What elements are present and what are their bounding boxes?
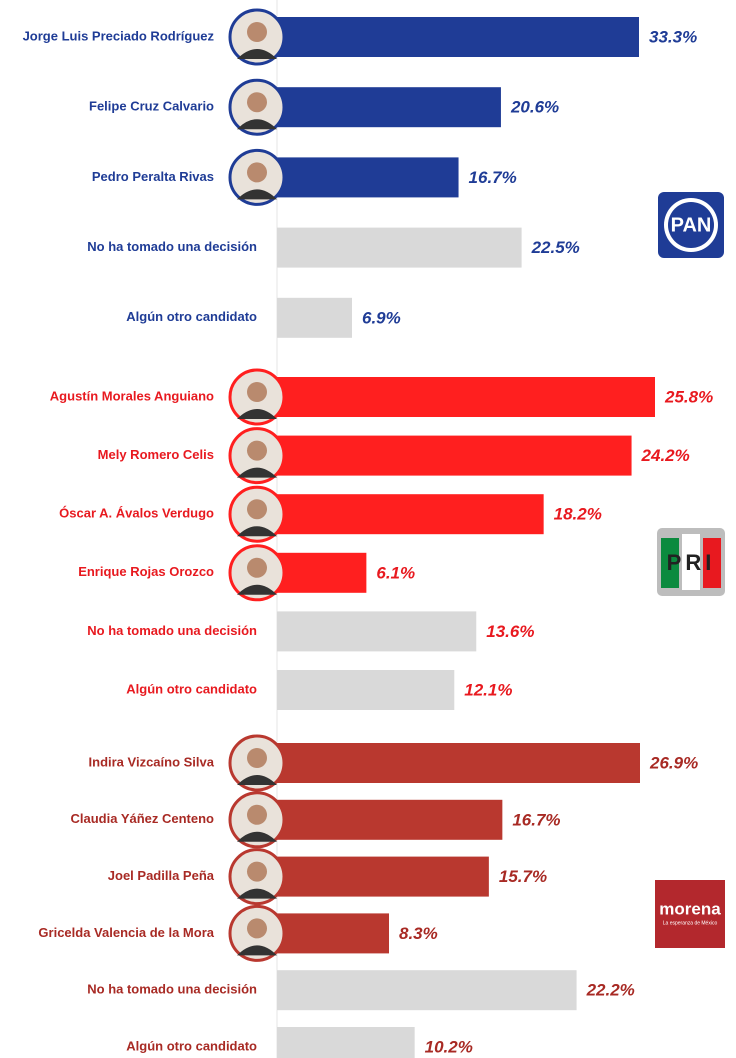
category-label: No ha tomado una decisión (87, 623, 257, 638)
bar (277, 970, 577, 1010)
logo-text: PAN (671, 214, 712, 236)
value-label: 8.3% (399, 924, 438, 943)
bar (277, 743, 640, 783)
value-label: 24.2% (641, 446, 690, 465)
photo-head (247, 748, 267, 768)
value-label: 15.7% (499, 867, 547, 886)
value-label: 33.3% (649, 27, 697, 46)
photo-head (247, 22, 267, 42)
category-label: Algún otro candidato (126, 1038, 257, 1053)
category-label: Agustín Morales Anguiano (50, 388, 214, 403)
bar (277, 857, 489, 897)
bar (277, 1027, 415, 1058)
category-label: Felipe Cruz Calvario (89, 99, 214, 114)
category-label: Algún otro candidato (126, 681, 257, 696)
photo-head (247, 162, 267, 182)
category-label: Indira Vizcaíno Silva (89, 754, 215, 769)
value-label: 20.6% (510, 98, 559, 117)
photo-head (247, 558, 267, 578)
photo-head (247, 441, 267, 461)
bar (277, 553, 366, 593)
category-label: Mely Romero Celis (98, 447, 214, 462)
category-label: Claudia Yáñez Centeno (70, 811, 214, 826)
value-label: 16.7% (469, 168, 517, 187)
bar (277, 87, 501, 127)
logo-subtitle: La esperanza de México (663, 920, 718, 926)
category-label: Joel Padilla Peña (108, 868, 215, 883)
category-label: No ha tomado una decisión (87, 982, 257, 997)
value-label: 6.9% (362, 308, 401, 327)
bar (277, 800, 502, 840)
category-label: Óscar A. Ávalos Verdugo (59, 506, 214, 521)
value-label: 13.6% (486, 622, 534, 641)
bar (277, 494, 544, 534)
value-label: 25.8% (664, 387, 713, 406)
bar (277, 157, 459, 197)
value-label: 12.1% (464, 680, 512, 699)
bar (277, 298, 352, 338)
category-label: Gricelda Valencia de la Mora (38, 925, 214, 940)
bar (277, 228, 522, 268)
category-label: Pedro Peralta Rivas (92, 169, 214, 184)
bar (277, 377, 655, 417)
category-label: Enrique Rojas Orozco (78, 564, 214, 579)
value-label: 18.2% (554, 505, 602, 524)
photo-head (247, 382, 267, 402)
category-label: Jorge Luis Preciado Rodríguez (23, 28, 215, 43)
value-label: 10.2% (425, 1037, 473, 1056)
photo-head (247, 92, 267, 112)
bar (277, 670, 454, 710)
bar (277, 17, 639, 57)
photo-head (247, 918, 267, 938)
bar (277, 436, 632, 476)
photo-head (247, 499, 267, 519)
logo-text: morena (659, 899, 721, 918)
value-label: 22.5% (531, 238, 580, 257)
value-label: 26.9% (649, 753, 698, 772)
category-label: Algún otro candidato (126, 309, 257, 324)
value-label: 16.7% (512, 810, 560, 829)
category-label: No ha tomado una decisión (87, 239, 257, 254)
value-label: 6.1% (376, 563, 415, 582)
bar (277, 611, 476, 651)
photo-head (247, 862, 267, 882)
bar (277, 913, 389, 953)
chart: 33.3% Jorge Luis Preciado Rodríguez 20.6% F… (0, 0, 736, 1058)
value-label: 22.2% (586, 981, 635, 1000)
logo-text: PRI (667, 550, 716, 575)
photo-head (247, 805, 267, 825)
